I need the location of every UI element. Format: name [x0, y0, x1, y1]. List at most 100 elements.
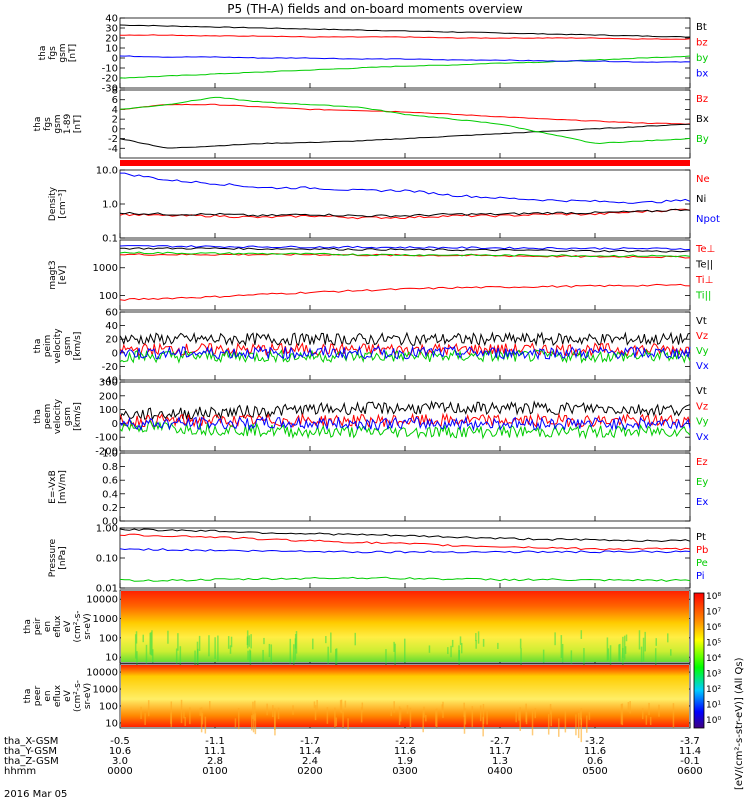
y-tick-label: -20 [102, 362, 118, 373]
spectrogram-streak [339, 700, 342, 713]
legend-label: Vz [696, 331, 708, 342]
spectrogram-streak [422, 709, 424, 733]
y-tick-label: 60 [105, 308, 118, 319]
legend-label: Vy [696, 346, 709, 357]
series-line [119, 55, 691, 63]
panel-frame [119, 452, 691, 522]
spectrogram-streak [277, 707, 280, 720]
spectrogram-streak [250, 634, 252, 649]
spectrogram-streak [248, 635, 251, 647]
spectrogram-streak [393, 701, 395, 713]
series-line [119, 251, 691, 258]
spectrogram-streak [642, 637, 645, 662]
spectrogram-streak [570, 650, 573, 665]
y-tick-label: -30 [102, 84, 118, 95]
spectrogram-streak [342, 711, 344, 728]
colorbar-tick-label: 10¹ [706, 701, 721, 711]
spectrogram-streak [201, 713, 204, 725]
spectrogram-streak [425, 714, 427, 722]
y-tick-label: 0.01 [96, 584, 118, 595]
spectrogram-streak [549, 703, 552, 715]
y-tick-label: 10.0 [96, 166, 118, 177]
orbit-row-value: -1.7 [300, 736, 320, 747]
spectrogram-streak [623, 635, 626, 660]
y-axis-label: peem [43, 404, 53, 430]
spectrogram-streak [622, 647, 624, 672]
orbit-row-value: 0.6 [587, 756, 603, 767]
spectrogram-streak [250, 715, 253, 731]
y-tick-label: 0.1 [102, 234, 118, 245]
spectrogram-streak [580, 708, 583, 725]
y-axis-label: eflux [53, 684, 63, 707]
spectrogram-streak [354, 632, 356, 646]
orbit-row-label: tha_X-GSM [4, 736, 58, 747]
legend-label: Vy [696, 417, 709, 428]
spectrogram-streak [208, 635, 210, 657]
spectrogram-streak [606, 637, 609, 661]
series-line [119, 55, 691, 79]
y-axis-label: Density [48, 186, 58, 221]
spectrogram-streak [550, 708, 552, 727]
legend-label: Te|| [695, 260, 713, 271]
spectrogram-streak [385, 649, 387, 675]
series-line [119, 533, 691, 551]
spectrogram-streak [534, 708, 537, 719]
series-line [119, 245, 691, 251]
orbit-table: tha_X-GSM -0.5 -1.1 -1.7 -2.2 -2.7 -3.2 -3.7 tha… [4, 736, 703, 777]
spectrogram-streak [624, 646, 627, 654]
spectrogram-streak [463, 709, 466, 734]
legend-label: Ni [696, 194, 706, 205]
y-tick-label: 20 [105, 335, 118, 346]
spectrogram-streak [249, 650, 252, 673]
y-axis-label: 1-89 [63, 114, 73, 135]
spectrogram-streak [326, 707, 329, 724]
spectrogram-streak [442, 701, 444, 718]
series-line [120, 247, 691, 253]
spectrogram-streak [588, 711, 591, 720]
spectrogram-streak [423, 706, 425, 718]
figure-title: P5 (TH-A) fields and on-board moments ov… [227, 2, 523, 16]
spectrogram-streak [289, 638, 292, 665]
colorbar-label: [eV/(cm²-s-str-eV)] (All Qs) [734, 657, 745, 790]
spectrogram-streak [214, 637, 216, 659]
y-tick-label: -10 [102, 64, 118, 75]
spectrogram-streak [441, 704, 443, 713]
spectrogram-streak [627, 702, 630, 712]
spectrogram-streak [246, 630, 249, 649]
spectrogram-streak [577, 712, 580, 739]
orbit-row-value: 2.8 [207, 756, 223, 767]
spectrogram-streak [398, 706, 401, 726]
spectrogram-streak [482, 716, 484, 737]
legend-label: Npot [696, 214, 720, 225]
y-tick-label: 2 [112, 115, 118, 126]
y-tick-label: -200 [95, 447, 118, 458]
spectrogram-streak [293, 644, 295, 670]
colorbar-ticks: 10⁸ 10⁷ 10⁶ 10⁵ 10⁴ 10³ 10² 10¹ 10⁰ [706, 592, 721, 726]
spectrogram-streak [294, 638, 297, 660]
orbit-row-value: 1.3 [492, 756, 508, 767]
series-line [119, 348, 691, 364]
spectrogram-streak [194, 650, 196, 671]
y-axis-label: sr-eV) [83, 683, 93, 709]
spectrogram-streak [586, 715, 588, 733]
y-axis-label: velocity [53, 398, 63, 434]
spectrogram-streak [658, 704, 660, 717]
y-axis-label: (cm²-s- [73, 610, 83, 642]
legend-label: bz [696, 38, 708, 49]
series-line [119, 415, 691, 432]
spectrogram-streak [625, 634, 628, 642]
y-axis-label: tha [33, 339, 43, 354]
spectrogram-streak [179, 646, 182, 668]
series-line [119, 576, 691, 582]
spectrogram-streak [670, 649, 672, 656]
y-tick-label: 40 [105, 321, 118, 332]
spectrogram-streak [475, 633, 477, 642]
spectrogram-streak [486, 710, 488, 725]
spectrogram-streak [167, 630, 169, 644]
spectrogram-streak [262, 649, 264, 662]
legend-label: Vx [696, 361, 709, 372]
series-line [119, 400, 691, 422]
spectrogram-streak [672, 703, 675, 728]
y-tick-label: 10000 [86, 595, 118, 606]
y-tick-label: 8 [112, 86, 118, 97]
